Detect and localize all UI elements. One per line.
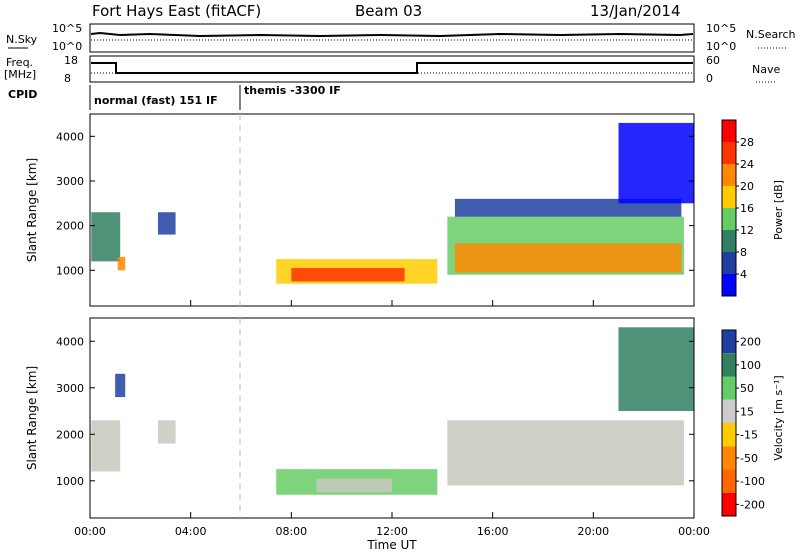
- power-regions: [91, 122, 694, 284]
- power-ytick-label-0: 1000: [56, 264, 84, 277]
- power-ytick-label-2: 3000: [56, 175, 84, 188]
- velocity-panel: 1000 2000 3000 4000 Slant Range [km] 200 100…: [25, 317, 785, 519]
- x-tick-label-4: 16:00: [477, 525, 509, 538]
- nave-tick-high: 60: [706, 54, 720, 67]
- power-region-8: [618, 122, 694, 204]
- velocity-ytick-label-2: 3000: [56, 382, 84, 395]
- velocity-colorbar-label-4: -15: [740, 429, 758, 442]
- cpid-segment-2: themis -3300 IF: [244, 84, 341, 97]
- velocity-region-0: [91, 420, 121, 472]
- power-ylabel: Slant Range [km]: [25, 158, 39, 262]
- cpid-panel: CPID normal (fast) 151 IF themis -3300 I…: [8, 84, 341, 110]
- velocity-colorbar: 200 100 50 15 -15 -50 -100 -200: [721, 329, 765, 517]
- velocity-ytick-label-1: 2000: [56, 428, 84, 441]
- nsearch-tick-high: 10^5: [706, 22, 736, 35]
- x-tick-label-0: 00:00: [74, 525, 106, 538]
- power-region-6: [454, 243, 682, 273]
- velocity-colorbar-label-0: 200: [740, 336, 761, 349]
- velocity-colorbar-label-7: -200: [740, 498, 765, 511]
- power-colorbar-label-2: 12: [740, 224, 754, 237]
- power-region-0: [91, 212, 121, 262]
- power-colorbar-swatch-6: [722, 252, 736, 274]
- velocity-colorbar-swatch-2: [722, 376, 736, 400]
- x-axis-label: Time UT: [366, 538, 417, 552]
- velocity-colorbar-label-2: 50: [740, 382, 754, 395]
- nsky-label: N.Sky: [6, 33, 38, 46]
- power-ytick-label-3: 4000: [56, 130, 84, 143]
- power-colorbar-label-5: 24: [740, 158, 754, 171]
- nsearch-tick-low: 10^0: [706, 40, 736, 53]
- power-colorbar-label-3: 16: [740, 202, 754, 215]
- velocity-colorbar-label-1: 100: [740, 359, 761, 372]
- freq-label: Freq.: [6, 56, 33, 69]
- power-ytick-label-1: 2000: [56, 220, 84, 233]
- x-tick-label-5: 20:00: [577, 525, 609, 538]
- power-colorbar-label-6: 28: [740, 136, 754, 149]
- power-colorbar-label: Power [dB]: [772, 180, 785, 240]
- power-colorbar-label-0: 4: [740, 268, 747, 281]
- velocity-colorbar-frame: [721, 329, 737, 517]
- velocity-region-1: [115, 373, 126, 398]
- power-colorbar-swatch-1: [722, 142, 736, 164]
- velocity-colorbar-swatch-0: [722, 330, 736, 354]
- freq-unit: [MHz]: [4, 68, 36, 81]
- freq-tick-high: 18: [64, 54, 78, 67]
- velocity-colorbar-swatch-1: [722, 353, 736, 377]
- velocity-ytick-label-3: 4000: [56, 335, 84, 348]
- power-colorbar: 4 8 12 16 20 24 28: [721, 119, 754, 297]
- power-region-2: [157, 212, 176, 235]
- velocity-colorbar-swatch-6: [722, 469, 736, 493]
- cpid-segment-1: normal (fast) 151 IF: [94, 94, 218, 107]
- velocity-colorbar-label-3: 15: [740, 405, 754, 418]
- velocity-region-6: [618, 327, 694, 412]
- nave-tick-low: 0: [706, 72, 713, 85]
- velocity-yticks: 1000 2000 3000 4000: [56, 335, 694, 488]
- power-colorbar-swatch-5: [722, 230, 736, 252]
- velocity-region-2: [157, 420, 176, 444]
- x-tick-label-2: 08:00: [275, 525, 307, 538]
- velocity-colorbar-swatch-7: [722, 492, 736, 516]
- velocity-region-5: [447, 420, 684, 486]
- velocity-ylabel: Slant Range [km]: [25, 366, 39, 470]
- power-colorbar-swatch-4: [722, 208, 736, 230]
- velocity-colorbar-label-6: -100: [740, 475, 765, 488]
- freq-panel: Freq. [MHz] 18 8 Nave 60 0: [4, 54, 780, 85]
- x-tick-label-3: 12:00: [376, 525, 408, 538]
- power-colorbar-label-4: 20: [740, 180, 754, 193]
- power-colorbar-swatch-7: [722, 274, 736, 296]
- freq-tick-low: 8: [64, 72, 71, 85]
- power-colorbar-label-1: 8: [740, 246, 747, 259]
- velocity-colorbar-swatch-4: [722, 423, 736, 447]
- x-axis-ticks: 00:00 04:00 08:00 12:00 16:00 20:00 00:00: [74, 300, 710, 538]
- power-yticks: 1000 2000 3000 4000: [56, 130, 694, 277]
- velocity-regions: [91, 327, 694, 495]
- nsearch-label: N.Search: [746, 28, 796, 41]
- power-region-1: [117, 256, 126, 271]
- nsky-line: [90, 31, 694, 38]
- power-colorbar-swatch-2: [722, 164, 736, 186]
- cpid-label: CPID: [8, 88, 37, 101]
- station-title: Fort Hays East (fitACF): [92, 2, 261, 20]
- x-tick-label-1: 04:00: [175, 525, 207, 538]
- velocity-colorbar-swatch-3: [722, 399, 736, 423]
- power-region-4: [291, 268, 405, 282]
- x-tick-label-6: 00:00: [678, 525, 710, 538]
- beam-title: Beam 03: [355, 2, 422, 20]
- velocity-ytick-label-0: 1000: [56, 475, 84, 488]
- freq-line: [91, 62, 693, 74]
- velocity-region-4: [316, 478, 392, 493]
- nsky-tick-low: 10^0: [52, 40, 82, 53]
- velocity-colorbar-label: Velocity [m s⁻¹]: [772, 375, 785, 460]
- date-title: 13/Jan/2014: [590, 2, 681, 20]
- power-colorbar-swatch-3: [722, 186, 736, 208]
- velocity-colorbar-label-5: -50: [740, 452, 758, 465]
- nsky-panel: N.Sky 10^5 10^0 N.Search 10^5 10^0: [6, 22, 796, 53]
- power-panel: 1000 2000 3000 4000 Slant Range [km] 4 8 12 16…: [25, 113, 785, 307]
- power-colorbar-swatch-0: [722, 120, 736, 142]
- nsky-tick-high: 10^5: [52, 22, 82, 35]
- velocity-colorbar-swatch-5: [722, 446, 736, 470]
- nave-label: Nave: [752, 63, 780, 76]
